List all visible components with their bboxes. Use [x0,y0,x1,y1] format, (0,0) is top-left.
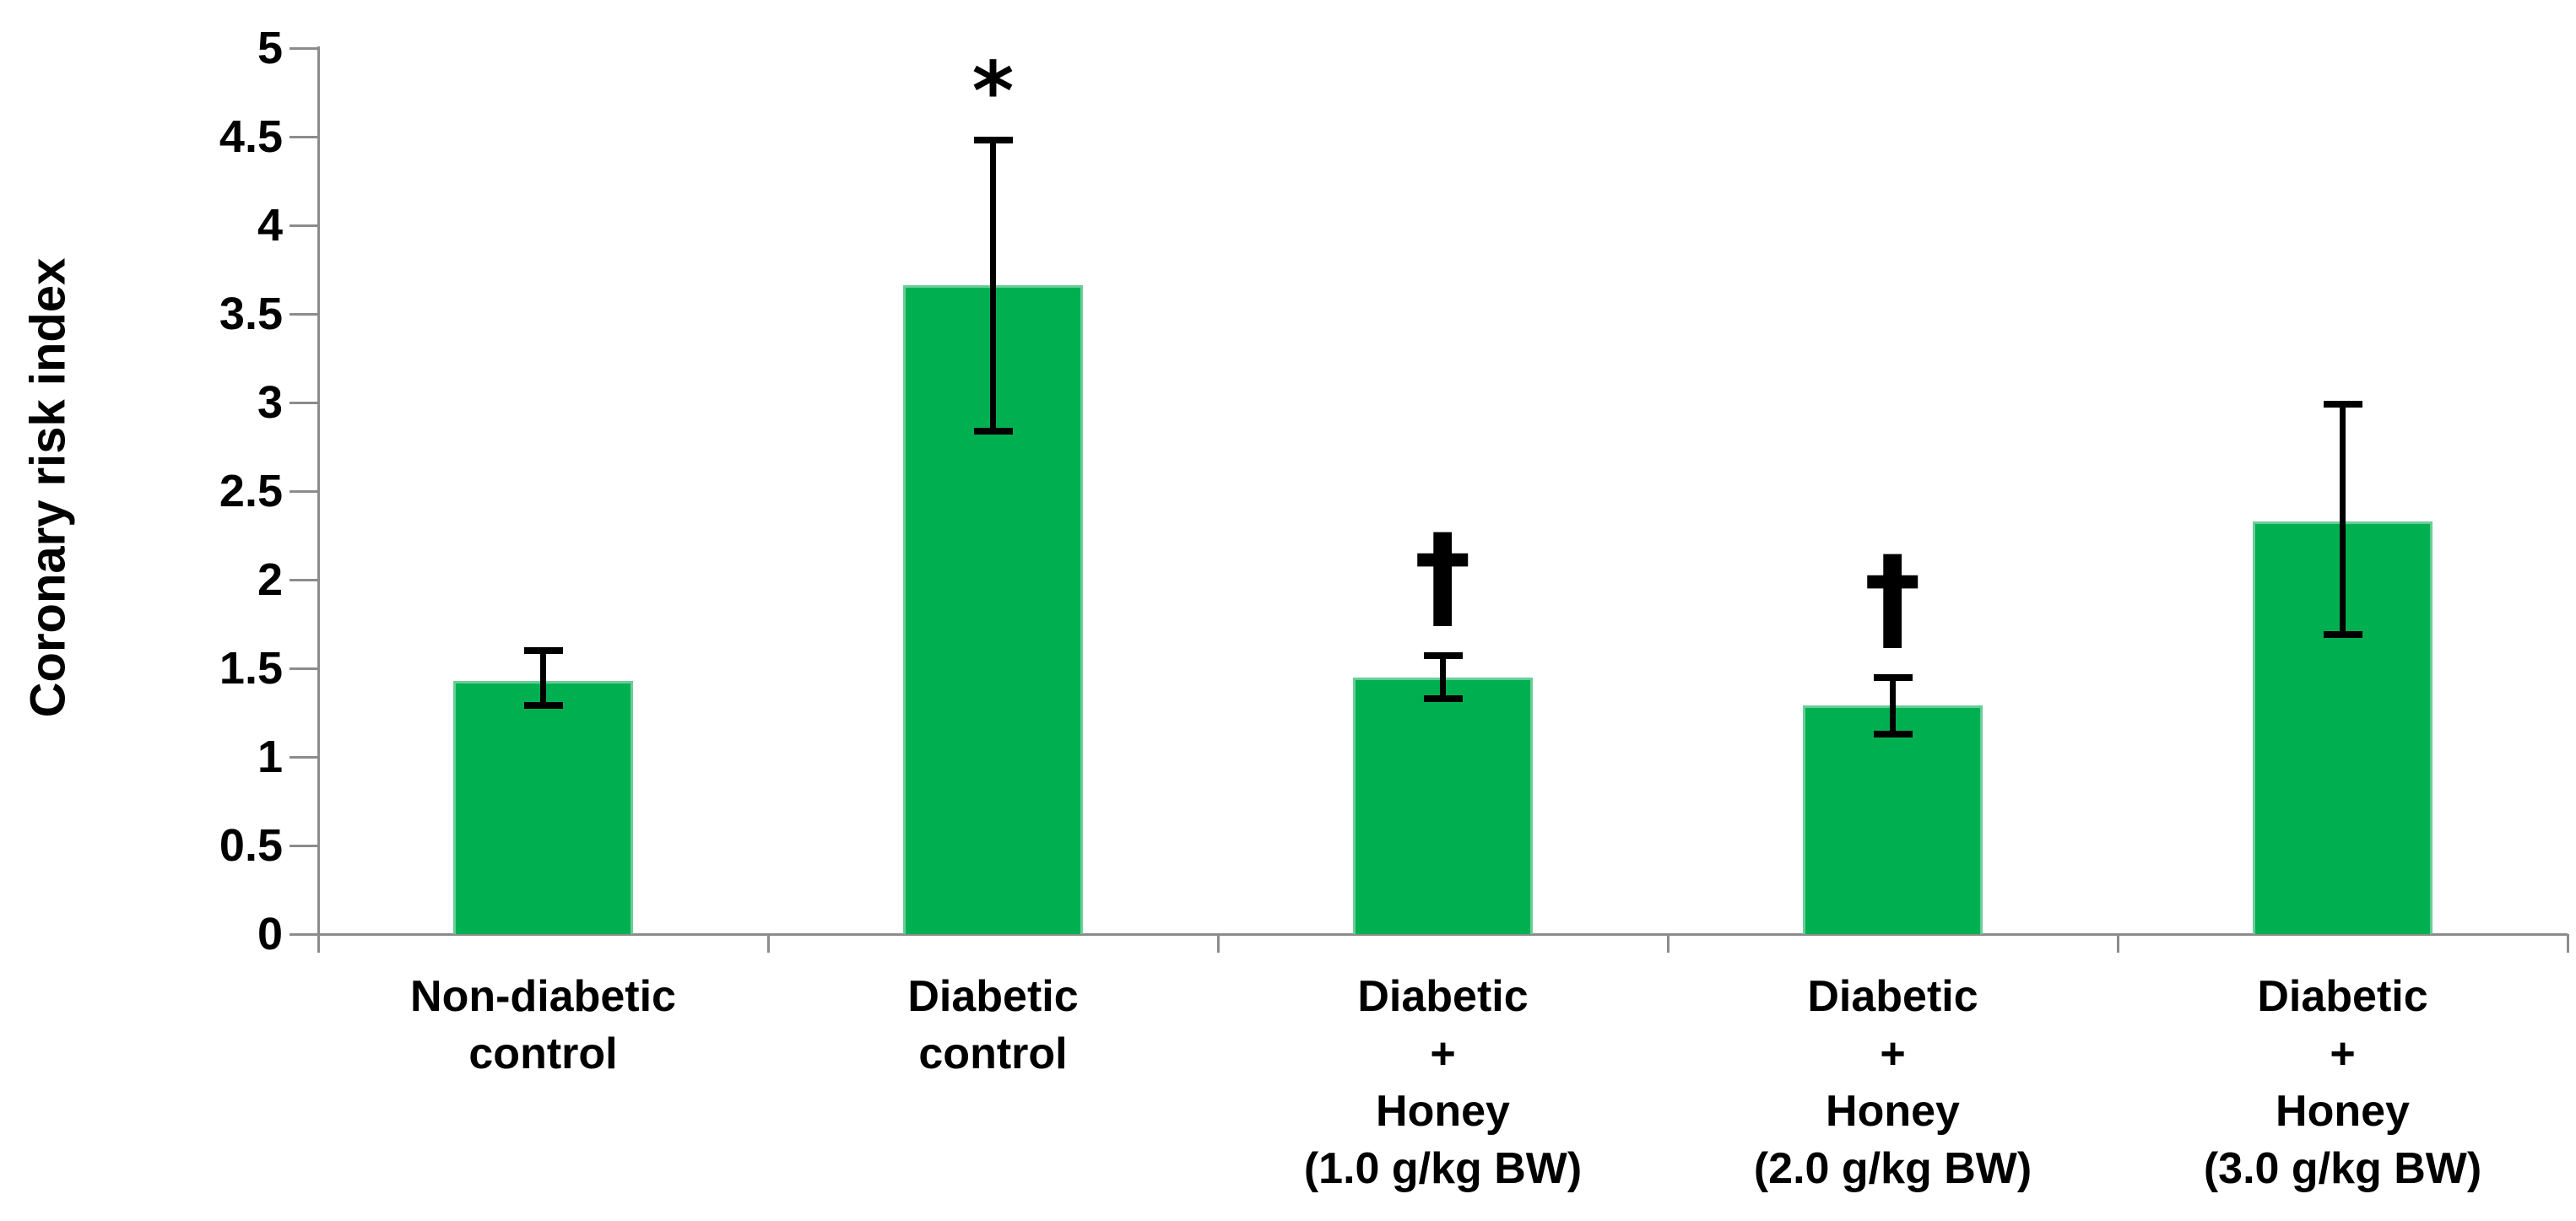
y-tick-mark [290,47,318,50]
x-tick-mark [1667,934,1670,953]
y-tick-label: 1.5 [219,643,283,694]
x-tick-label-line: Non-diabetic [410,972,676,1021]
x-tick-mark [317,934,320,953]
x-tick-label-line: (1.0 g/kg BW) [1303,1144,1583,1193]
error-bar-cap-top [523,647,563,654]
y-tick-mark [290,313,318,316]
y-tick-mark [290,136,318,138]
y-tick-label: 0.5 [219,820,283,871]
y-axis-line [317,46,320,953]
x-tick-label-line: + [2330,1029,2356,1078]
x-tick-label-line: control [468,1029,618,1078]
bar [2253,521,2433,934]
error-bar-stem [1890,677,1896,734]
y-tick-mark [290,579,318,581]
x-tick-label-line: (2.0 g/kg BW) [1753,1144,2032,1193]
x-tick-label-line: Diabetic [1807,972,1978,1021]
error-bar-stem [990,140,996,431]
x-tick-mark [1217,934,1220,953]
x-tick-label: Diabetic + Honey (3.0 g/kg BW) [2118,968,2568,1197]
x-tick-label-line: (3.0 g/kg BW) [2203,1144,2482,1193]
y-axis-title: Coronary risk index [20,257,76,718]
x-tick-label: Diabetic + Honey (1.0 g/kg BW) [1218,968,1668,1197]
x-tick-mark [767,934,770,953]
error-bar-stem [540,651,546,706]
y-tick-label: 0 [257,909,283,959]
y-tick-label: 5 [257,23,283,73]
error-bar-stem [1440,656,1446,699]
error-bar-cap-top [1873,673,1913,681]
x-tick-label-line: + [1430,1029,1456,1078]
y-tick-mark [290,845,318,847]
x-tick-label-line: Honey [2276,1087,2410,1136]
y-tick-label: 3.5 [219,289,283,339]
x-tick-mark [2567,934,2569,953]
y-tick-label: 4.5 [219,111,283,162]
error-bar-cap-bottom [2323,631,2362,639]
x-axis-line [290,933,2568,936]
y-tick-mark [290,224,318,227]
x-tick-mark [2117,934,2119,953]
x-tick-label-line: Honey [1826,1087,1960,1136]
bar [453,680,633,934]
error-bar-cap-bottom [523,702,563,710]
x-tick-label-line: + [1880,1029,1906,1078]
x-tick-label-line: Diabetic [1357,972,1529,1021]
error-bar-cap-bottom [973,427,1013,435]
error-bar-stem [2340,404,2346,635]
x-tick-label: Diabetic control [768,968,1218,1083]
y-tick-label: 2 [257,554,283,605]
error-bar-cap-bottom [1873,730,1913,737]
x-tick-label-line: control [918,1029,1068,1078]
y-tick-label: 1 [257,732,283,782]
error-bar-cap-top [973,137,1013,144]
annotation-dagger: † [1414,510,1472,643]
error-bar-cap-top [2323,401,2362,408]
x-tick-label: Diabetic + Honey (2.0 g/kg BW) [1668,968,2118,1197]
bar [1803,705,1983,934]
y-tick-mark [290,667,318,670]
y-tick-mark [290,933,318,936]
y-tick-label: 2.5 [219,466,283,516]
annotation-dagger: † [1864,531,1922,664]
y-tick-label: 4 [257,200,283,251]
x-tick-label: Non-diabetic control [318,968,768,1083]
error-bar-cap-top [1423,652,1463,660]
y-tick-mark [290,402,318,404]
y-tick-label: 3 [257,377,283,428]
x-tick-label-line: Diabetic [2257,972,2428,1021]
annotation-asterisk: * [971,46,1015,139]
error-bar-cap-bottom [1423,694,1463,702]
bar [1353,677,1533,934]
x-tick-label-line: Diabetic [907,972,1079,1021]
y-tick-mark [290,490,318,493]
y-tick-mark [290,756,318,759]
x-tick-label-line: Honey [1376,1087,1510,1136]
